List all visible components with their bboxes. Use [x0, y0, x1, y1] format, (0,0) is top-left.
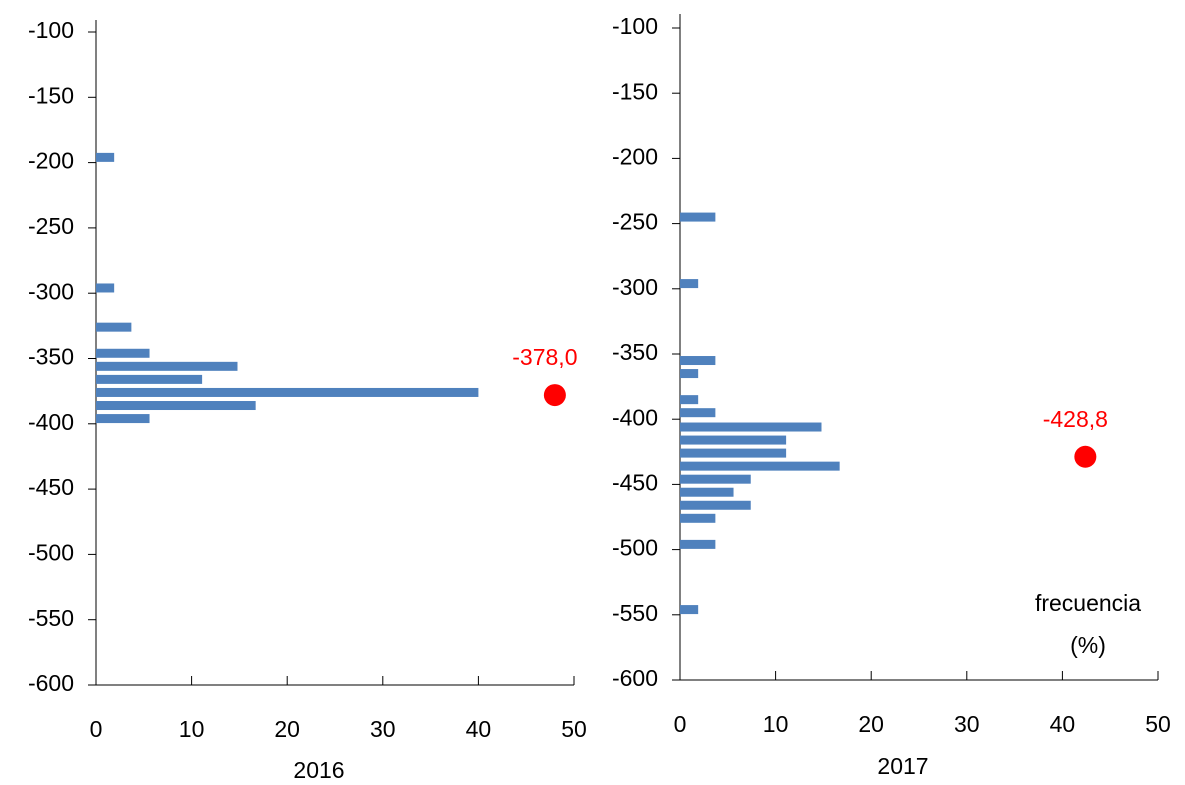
x-tick-label: 0 [674, 711, 687, 737]
y-tick-label: -250 [612, 209, 658, 235]
x-tick-label: 40 [1050, 711, 1076, 737]
x-tick-label: 50 [1145, 711, 1171, 737]
bar [96, 414, 150, 424]
bar [96, 387, 479, 397]
y-tick-label: -200 [28, 148, 74, 174]
annotation: frecuencia [1035, 590, 1141, 616]
x-tick-label: 20 [274, 716, 300, 742]
bar [96, 348, 150, 358]
x-axis-title: 2016 [293, 757, 344, 783]
y-tick-label: -450 [612, 469, 658, 495]
y-tick-label: -450 [28, 474, 74, 500]
bar [680, 212, 716, 222]
y-tick-label: -400 [28, 409, 74, 435]
bar [680, 279, 699, 289]
bar [96, 283, 115, 293]
bar [680, 539, 716, 549]
y-tick-label: -200 [612, 143, 658, 169]
y-tick-label: -150 [28, 82, 74, 108]
marker-label: -378,0 [512, 344, 577, 370]
bar [680, 422, 822, 432]
y-tick-label: -250 [28, 213, 74, 239]
bar [680, 474, 751, 484]
y-tick-label: -300 [28, 278, 74, 304]
y-tick-label: -500 [612, 535, 658, 561]
x-tick-label: 30 [370, 716, 396, 742]
x-tick-label: 50 [561, 716, 587, 742]
bar [96, 374, 203, 384]
y-tick-label: -550 [612, 600, 658, 626]
marker-label: -428,8 [1043, 406, 1108, 432]
x-tick-label: 40 [466, 716, 492, 742]
bar [96, 401, 256, 411]
marker-dot [543, 384, 566, 407]
x-tick-label: 0 [90, 716, 103, 742]
y-tick-label: -350 [28, 344, 74, 370]
y-tick-label: -150 [612, 78, 658, 104]
bar [96, 361, 238, 371]
bar [96, 322, 132, 332]
x-tick-label: 20 [858, 711, 884, 737]
marker-dot [1074, 445, 1097, 468]
bar [680, 461, 840, 471]
bar [680, 500, 751, 510]
x-tick-label: 10 [763, 711, 789, 737]
bar [680, 513, 716, 523]
y-tick-label: -550 [28, 605, 74, 631]
y-tick-label: -600 [28, 670, 74, 696]
bar [680, 487, 734, 497]
annotation: (%) [1070, 632, 1106, 658]
y-tick-label: -600 [612, 665, 658, 691]
x-axis-title: 2017 [877, 753, 928, 779]
y-tick-label: -500 [28, 539, 74, 565]
bar [680, 435, 787, 445]
y-tick-label: -400 [612, 404, 658, 430]
bar [680, 369, 699, 379]
y-tick-label: -100 [612, 13, 658, 39]
bar [680, 605, 699, 615]
bar [96, 152, 115, 162]
x-tick-label: 10 [179, 716, 205, 742]
y-tick-label: -100 [28, 17, 74, 43]
bar [680, 395, 699, 405]
y-tick-label: -350 [612, 339, 658, 365]
bar [680, 408, 716, 418]
bar [680, 448, 787, 458]
bar [680, 356, 716, 366]
y-tick-label: -300 [612, 274, 658, 300]
x-tick-label: 30 [954, 711, 980, 737]
